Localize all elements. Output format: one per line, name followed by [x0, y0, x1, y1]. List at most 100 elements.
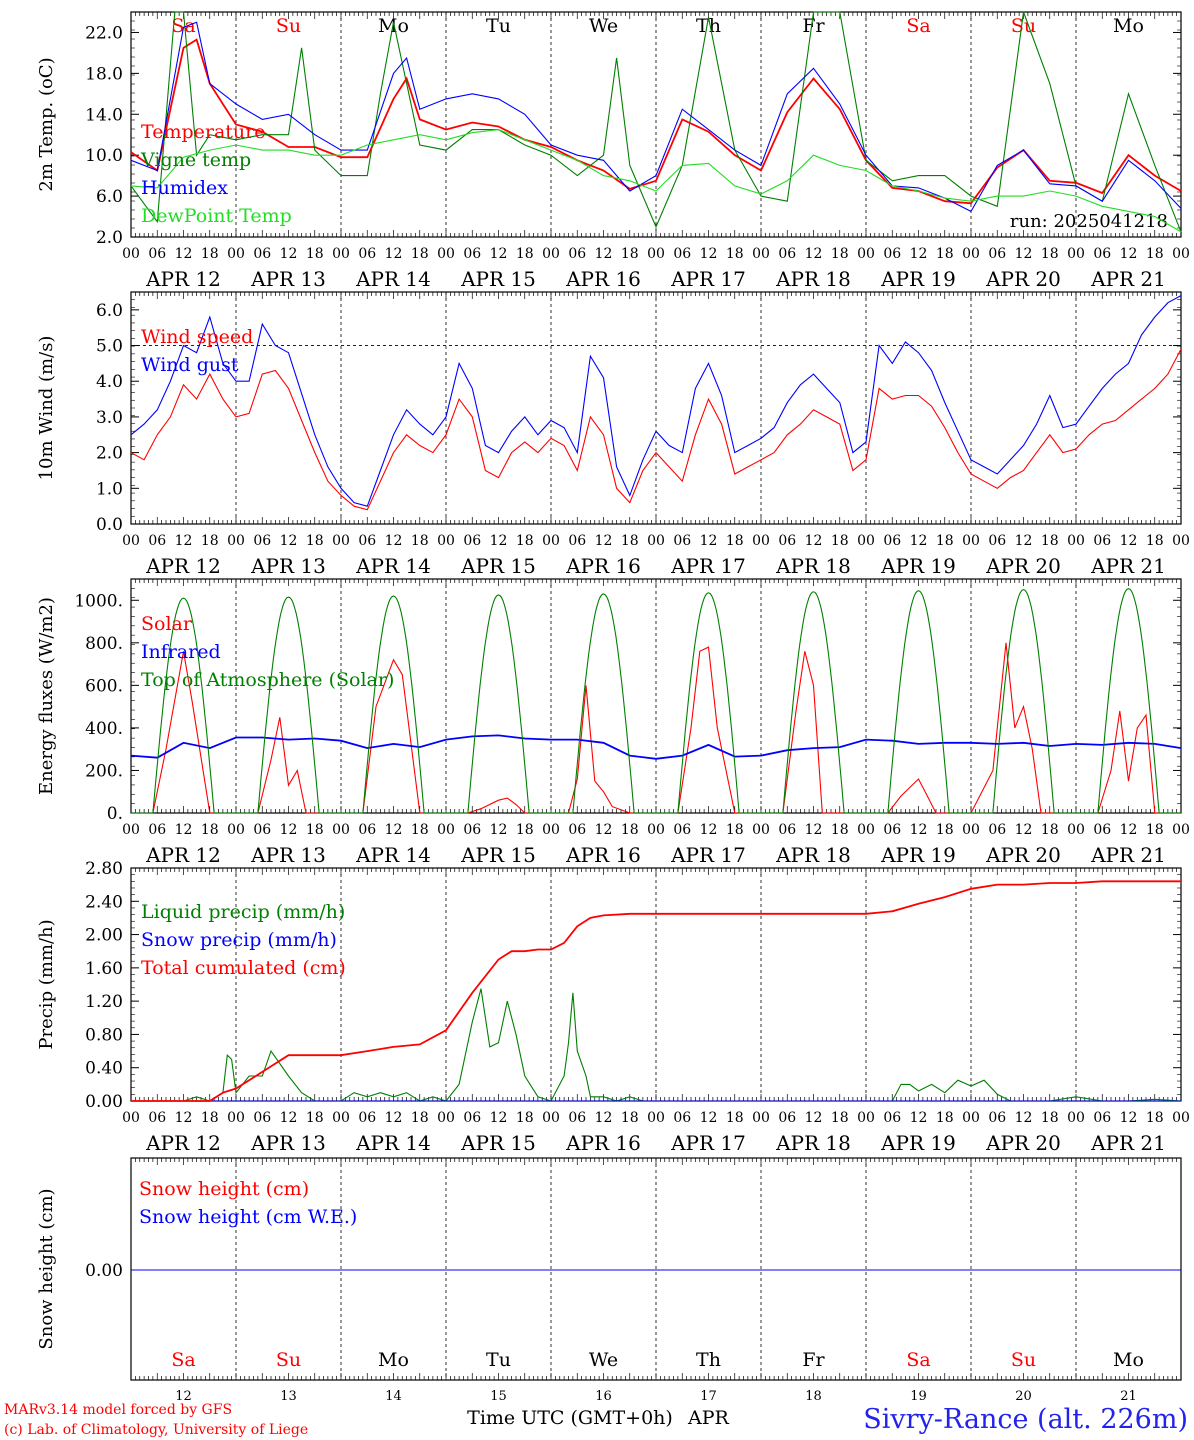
- date-label: APR 17: [670, 554, 746, 578]
- hour-tick-label: 12: [1120, 822, 1138, 838]
- weekday-label: Th: [696, 1349, 721, 1371]
- date-label: APR 18: [775, 1131, 851, 1155]
- date-label: APR 20: [985, 1131, 1061, 1155]
- hour-tick-label: 06: [148, 1110, 166, 1126]
- hour-tick-label: 00: [122, 246, 140, 262]
- hour-tick-label: 00: [1067, 1110, 1085, 1126]
- date-label: APR 19: [880, 267, 956, 291]
- y-tick-label: 800.: [85, 634, 123, 654]
- legend-temperature: Temperature: [141, 121, 265, 143]
- hour-tick-label: 06: [463, 822, 481, 838]
- hour-tick-label: 12: [595, 822, 613, 838]
- hour-tick-label: 12: [490, 822, 508, 838]
- legend-top-of-atmosphere-solar: Top of Atmosphere (Solar): [141, 669, 394, 691]
- hour-tick-label: 06: [778, 1110, 796, 1126]
- date-label: APR 16: [565, 267, 641, 291]
- date-label: APR 13: [250, 843, 326, 867]
- hour-tick-label: 06: [883, 822, 901, 838]
- hour-tick-label: 18: [201, 246, 219, 262]
- hour-tick-label: 06: [988, 246, 1006, 262]
- hour-tick-label: 18: [621, 822, 639, 838]
- hour-tick-label: 06: [148, 246, 166, 262]
- hour-tick-label: 12: [490, 246, 508, 262]
- date-label: APR 17: [670, 843, 746, 867]
- hour-tick-label: 00: [857, 822, 875, 838]
- hour-tick-label: 00: [857, 1110, 875, 1126]
- hour-tick-label: 06: [148, 822, 166, 838]
- date-label: APR 19: [880, 554, 956, 578]
- hour-tick-label: 12: [1015, 822, 1033, 838]
- day-number-label: 12: [175, 1389, 192, 1404]
- hour-tick-label: 00: [542, 1110, 560, 1126]
- y-tick-label: 0.00: [85, 1092, 123, 1112]
- date-label: APR 19: [880, 843, 956, 867]
- hour-tick-label: 00: [857, 246, 875, 262]
- hour-tick-label: 00: [332, 533, 350, 549]
- hour-tick-label: 18: [516, 1110, 534, 1126]
- legend-snow-height-cm-w-e: Snow height (cm W.E.): [139, 1206, 357, 1228]
- weekday-label: Fr: [802, 1349, 825, 1371]
- panel-snow: 0.00 Snow height (cm) Snow height (cm) Snow…: [36, 1157, 1182, 1404]
- hour-tick-label: 18: [1041, 533, 1059, 549]
- hour-tick-label: 18: [411, 246, 429, 262]
- weekday-label: Su: [1011, 15, 1036, 37]
- date-label: APR 14: [355, 267, 431, 291]
- hour-tick-label: 00: [332, 1110, 350, 1126]
- day-number-label: 16: [595, 1389, 612, 1404]
- station-name: Sivry-Rance (alt. 226m): [863, 1404, 1188, 1435]
- series-infrared: [130, 734, 1182, 760]
- y-axis-label: 10m Wind (m/s): [36, 336, 57, 481]
- footer-xlabel: Time UTC (GMT+0h): [467, 1407, 673, 1429]
- y-tick-label: 2.40: [85, 892, 123, 912]
- hour-tick-label: 00: [1172, 533, 1190, 549]
- y-tick-label: 18.0: [85, 64, 123, 84]
- weekday-label: Fr: [802, 15, 825, 37]
- hour-tick-label: 06: [148, 533, 166, 549]
- panel-energy: 0. 200. 400. 600. 800. 1000. Energy fluxes (W/…: [36, 578, 1190, 867]
- hour-tick-label: 18: [831, 1110, 849, 1126]
- hour-tick-label: 00: [1172, 1110, 1190, 1126]
- hour-tick-label: 12: [385, 1110, 403, 1126]
- date-label: APR 12: [145, 1131, 221, 1155]
- weekday-label: Sa: [906, 1349, 930, 1371]
- hour-tick-label: 06: [358, 822, 376, 838]
- hour-tick-label: 12: [280, 533, 298, 549]
- hour-tick-label: 06: [778, 533, 796, 549]
- y-tick-label: 400.: [85, 719, 123, 739]
- hour-tick-label: 18: [306, 533, 324, 549]
- panel-frame: [130, 11, 1182, 238]
- y-tick-label: 4.0: [96, 372, 123, 392]
- hour-tick-label: 00: [1067, 822, 1085, 838]
- hour-tick-label: 12: [1120, 1110, 1138, 1126]
- y-tick-label: 0.: [107, 804, 123, 824]
- hour-tick-label: 06: [253, 246, 271, 262]
- hour-tick-label: 06: [883, 1110, 901, 1126]
- date-label: APR 18: [775, 843, 851, 867]
- date-label: APR 12: [145, 267, 221, 291]
- hour-tick-label: 12: [280, 822, 298, 838]
- y-tick-label: 0.40: [85, 1059, 123, 1079]
- hour-tick-label: 12: [910, 246, 928, 262]
- y-tick-label: 14.0: [85, 105, 123, 125]
- series-liquid-precip-mm-h: [131, 988, 1182, 1102]
- weekday-label: Su: [276, 1349, 301, 1371]
- weekday-label: We: [589, 15, 618, 37]
- date-label: APR 17: [670, 267, 746, 291]
- hour-tick-label: 18: [1041, 822, 1059, 838]
- hour-tick-label: 06: [673, 533, 691, 549]
- date-label: APR 15: [460, 843, 536, 867]
- hour-tick-label: 18: [831, 822, 849, 838]
- hour-tick-label: 18: [726, 1110, 744, 1126]
- hour-tick-label: 00: [962, 1110, 980, 1126]
- legend-vigne-temp: Vigne temp: [140, 149, 251, 171]
- hour-tick-label: 00: [542, 533, 560, 549]
- hour-tick-label: 06: [253, 533, 271, 549]
- hour-tick-label: 18: [306, 1110, 324, 1126]
- hour-tick-label: 00: [1067, 246, 1085, 262]
- date-label: APR 14: [355, 1131, 431, 1155]
- date-label: APR 12: [145, 843, 221, 867]
- hour-tick-label: 12: [385, 246, 403, 262]
- hour-tick-label: 12: [175, 533, 193, 549]
- hour-tick-label: 00: [122, 533, 140, 549]
- hour-tick-label: 06: [253, 1110, 271, 1126]
